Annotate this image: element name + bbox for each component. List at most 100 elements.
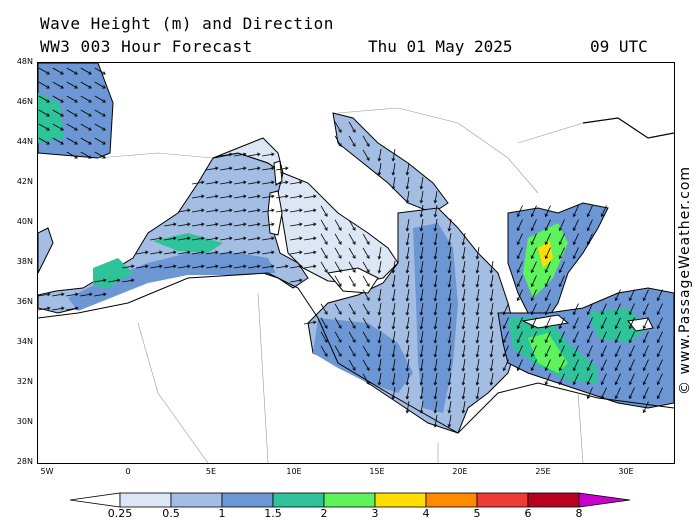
wave-map (37, 62, 675, 464)
wave-arrow (615, 345, 621, 357)
wave-arrow (643, 331, 649, 343)
wave-arrow-head (558, 381, 563, 386)
wave-arrow (276, 195, 288, 199)
wave-arrow-head (405, 325, 410, 330)
wave-arrow (476, 387, 480, 399)
wave-arrow (348, 331, 356, 343)
wave-arrow (615, 373, 621, 385)
wave-arrow (378, 373, 382, 385)
wave-arrow (601, 345, 607, 357)
wave-arrow (94, 137, 106, 145)
wave-arrow (378, 261, 382, 273)
wave-arrow-head (447, 423, 452, 428)
wave-arrow-head (366, 339, 370, 343)
wave-arrow-head (270, 152, 275, 157)
wave-arrow (392, 359, 396, 371)
wave-arrow (462, 373, 466, 385)
wave-arrow (462, 261, 466, 273)
wave-arrow (234, 153, 246, 157)
wave-arrow (545, 303, 551, 315)
wave-arrow (657, 303, 663, 315)
wave-arrow (420, 191, 424, 203)
wave-arrow (517, 359, 523, 371)
lon-label-0: 0 (125, 467, 131, 476)
wave-arrow-head (419, 283, 424, 288)
wave-arrow (434, 373, 438, 385)
wave-arrow (420, 303, 424, 315)
lat-label-36n: 36N (16, 297, 33, 306)
wave-arrow (220, 251, 232, 255)
wave-arrow-head (586, 395, 591, 400)
wave-arrow (164, 237, 176, 241)
wave-arrow-head (256, 166, 261, 171)
wave-arrow-head (530, 325, 535, 330)
wave-arrow-head (312, 194, 317, 199)
wave-arrow-head (544, 297, 549, 302)
wave-arrow-head (158, 236, 163, 241)
wave-arrow (573, 205, 579, 217)
wave-arrow (531, 303, 537, 315)
wave-arrow-head (614, 297, 619, 302)
wave-arrow-head (600, 367, 605, 372)
wave-arrow (643, 373, 649, 385)
wave-arrow-head (102, 155, 106, 159)
wave-arrow-head (642, 353, 647, 358)
wave-arrow (362, 345, 370, 357)
wave-arrow (503, 303, 509, 315)
legend-label-4: 4 (422, 507, 430, 520)
wave-arrow (629, 387, 635, 399)
wave-arrow (164, 265, 176, 269)
wave-arrow-head (419, 311, 424, 316)
lat-label-40n: 40N (16, 217, 33, 226)
wave-arrow (434, 401, 438, 413)
wave-arrow-head (586, 325, 591, 330)
wave-arrow-head (284, 166, 289, 171)
wave-arrow-head (656, 339, 661, 344)
wave-arrow (448, 331, 452, 343)
wave-arrow-head (377, 339, 382, 344)
wave-arrow-head (475, 297, 480, 302)
wave-arrow-head (391, 339, 396, 344)
chart-title: Wave Height (m) and Direction (40, 14, 334, 33)
wave-arrow-head (324, 353, 328, 357)
wave-arrow-head (419, 367, 424, 372)
wave-arrow (448, 219, 452, 231)
wave-arrow (531, 233, 537, 245)
legend-swatch-7 (425, 492, 478, 508)
wave-arrow (262, 265, 274, 269)
wave-arrow (545, 331, 551, 343)
country-borders (97, 107, 584, 463)
wave-arrow (545, 373, 551, 385)
wave-arrow-head (530, 297, 535, 302)
wave-arrow (262, 153, 274, 157)
wave-arrow (290, 265, 302, 269)
legend-label-3: 3 (371, 507, 379, 520)
wave-arrow (290, 251, 302, 255)
wave-arrow (559, 345, 565, 357)
wave-arrow-head (544, 367, 549, 372)
wave-arrow (448, 275, 452, 287)
wave-arrow (290, 181, 302, 185)
wave-arrow-head (530, 241, 535, 246)
wave-arrow-head (46, 141, 50, 145)
wave-arrow (657, 345, 663, 357)
wave-arrow (657, 359, 663, 371)
wave-arrow (94, 293, 106, 297)
wave-arrow (531, 219, 537, 231)
wave-arrow (334, 345, 342, 357)
wave-arrow (304, 321, 316, 325)
wave-arrow-head (102, 127, 106, 131)
wave-arrow (206, 167, 218, 171)
wave-arrow (334, 331, 342, 343)
wave-arrow (392, 261, 396, 273)
wave-arrow (94, 279, 106, 283)
wave-arrow (643, 289, 649, 301)
wave-arrow (234, 223, 246, 227)
legend-swatch-0 (69, 492, 121, 508)
wave-arrow-head (391, 395, 396, 400)
wave-arrow (234, 265, 246, 269)
wave-arrow (490, 275, 494, 287)
wave-arrow (517, 289, 523, 301)
wave-arrow (348, 303, 356, 315)
wave-arrow (587, 219, 593, 231)
